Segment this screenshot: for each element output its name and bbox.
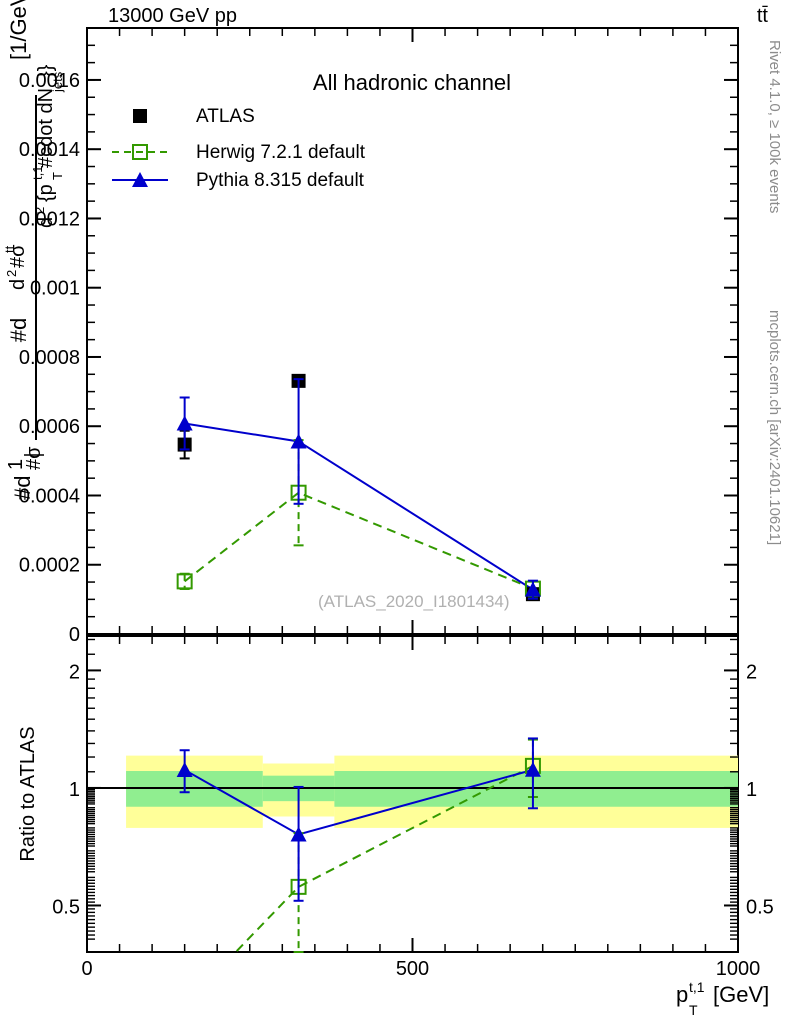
y-title-den-sub: T (50, 172, 65, 180)
marker-pythia (176, 415, 193, 431)
y-title-part-1: #d (6, 318, 31, 342)
legend-label: Pythia 8.315 default (196, 170, 365, 191)
y-tick-label: 0.0016 (19, 70, 80, 92)
y-tick-label: 0.0004 (19, 485, 80, 507)
legend: ATLAS Herwig 7.2.1 default Pythia 8.315 de… (112, 106, 366, 191)
x-tick-label: 500 (396, 958, 429, 980)
y-title-den-exp2: 2 (32, 207, 47, 214)
y-title-frac1-num: #d (10, 476, 35, 500)
ratio-data-layer (176, 737, 541, 953)
x-axis-title-sup: t,1 (689, 979, 705, 995)
process-label: tt̄ (757, 5, 769, 27)
main-panel: All hadronic channel (ATLAS_2020_I180143… (19, 27, 739, 646)
x-tick-label: 0 (81, 958, 92, 980)
legend-marker (132, 172, 148, 187)
y-title-den-cdot-dn: #cdot dN (35, 88, 57, 168)
ratio-uncertainty-bands (126, 755, 738, 828)
main-x-axis-ticks (86, 28, 739, 634)
y-title-num-d: d (7, 279, 29, 290)
y-tick-label: 0.0002 (19, 555, 80, 577)
main-y-axis-title: #d (6, 318, 31, 342)
ratio-y-tick-label-right: 2 (746, 661, 757, 683)
legend-entry[interactable]: Herwig 7.2.1 default (112, 142, 366, 163)
x-tick-label: 1000 (716, 958, 761, 980)
x-axis-title: p t,1 T [GeV] (676, 979, 769, 1018)
marker-pythia (290, 433, 307, 449)
legend-marker (132, 144, 148, 160)
main-y-axis-ticks: 0 0.0002 0.0004 0.0006 0.0008 0.001 0.0012 0.00… (19, 27, 738, 646)
y-title-den-sup: t,1 (30, 166, 45, 180)
y-tick-label: 0.0006 (19, 416, 80, 438)
ratio-y-tick-label: 1 (69, 779, 80, 801)
x-axis-title-unit: [GeV] (713, 982, 769, 1007)
svg-text:#d: #d (6, 318, 31, 342)
ratio-y-tick-label: 0.5 (52, 896, 80, 918)
ratio-marker-pythia (176, 761, 193, 777)
y-title-frac1-sigma: #σ (23, 446, 45, 470)
y-tick-label: 0 (69, 624, 80, 646)
ratio-y-tick-label: 2 (69, 661, 80, 683)
legend-marker (133, 109, 147, 123)
legend-entry[interactable]: ATLAS (133, 106, 255, 127)
marker-pythia (524, 581, 541, 597)
legend-label: ATLAS (196, 106, 255, 127)
y-tick-label: 0.0012 (19, 208, 80, 230)
y-title-den-pt: {p (35, 184, 57, 202)
y-title-unit: [1/GeV] (6, 0, 31, 60)
y-title-num-exp2: 2 (4, 270, 19, 277)
ratio-marker-pythia (290, 826, 307, 842)
ratio-y-tick-label-right: 1 (746, 779, 757, 801)
main-panel-frame (86, 27, 739, 635)
y-tick-label: 0.0014 (19, 139, 80, 161)
y-title-num-sigma: #σ (7, 244, 29, 268)
ratio-panel: 0.5 1 2 0.5 1 2 (52, 635, 774, 953)
x-axis-title-sub: T (689, 1002, 698, 1018)
analysis-watermark: (ATLAS_2020_I1801434) (318, 592, 510, 611)
ratio-marker-pythia (524, 761, 541, 777)
series-line-herwig (184, 491, 534, 590)
ratio-y-axis-ticks: 0.5 1 2 (52, 638, 101, 940)
main-y-axis-title-stack: #d 1 #σ d 2 #σ tt d 2 {p t,1 T #cdot dN … (2, 0, 65, 500)
marker-herwig (176, 573, 193, 590)
y-tick-label: 0.0008 (19, 347, 80, 369)
y-title-den-d: d (35, 217, 57, 228)
mcplots-reference-note: mcplots.cern.ch [arXiv:2401.10621] (766, 310, 783, 545)
legend-label: Herwig 7.2.1 default (196, 142, 366, 163)
x-axis-tick-labels: 0 500 1000 (81, 958, 760, 980)
y-title-den-close: }} (35, 64, 57, 78)
legend-entry[interactable]: Pythia 8.315 default (112, 170, 365, 191)
y-title-den-jets: jets (50, 71, 65, 93)
panel-title: All hadronic channel (313, 70, 511, 95)
y-tick-label: 0.001 (30, 278, 80, 300)
main-data-layer (176, 373, 541, 602)
rivet-version-note: Rivet 4.1.0, ≥ 100k events (766, 40, 783, 213)
ratio-x-axis-ticks (86, 636, 739, 952)
y-title-num-tt: tt (2, 245, 17, 253)
ratio-y-tick-label-right: 0.5 (746, 896, 774, 918)
beam-energy-label: 13000 GeV pp (108, 5, 237, 27)
ratio-y-axis-title: Ratio to ATLAS (17, 726, 39, 861)
y-title-frac1-one: 1 (5, 459, 27, 470)
ratio-y-axis-ticks-right: 0.5 1 2 (724, 638, 774, 940)
x-axis-title-base: p (676, 982, 688, 1007)
